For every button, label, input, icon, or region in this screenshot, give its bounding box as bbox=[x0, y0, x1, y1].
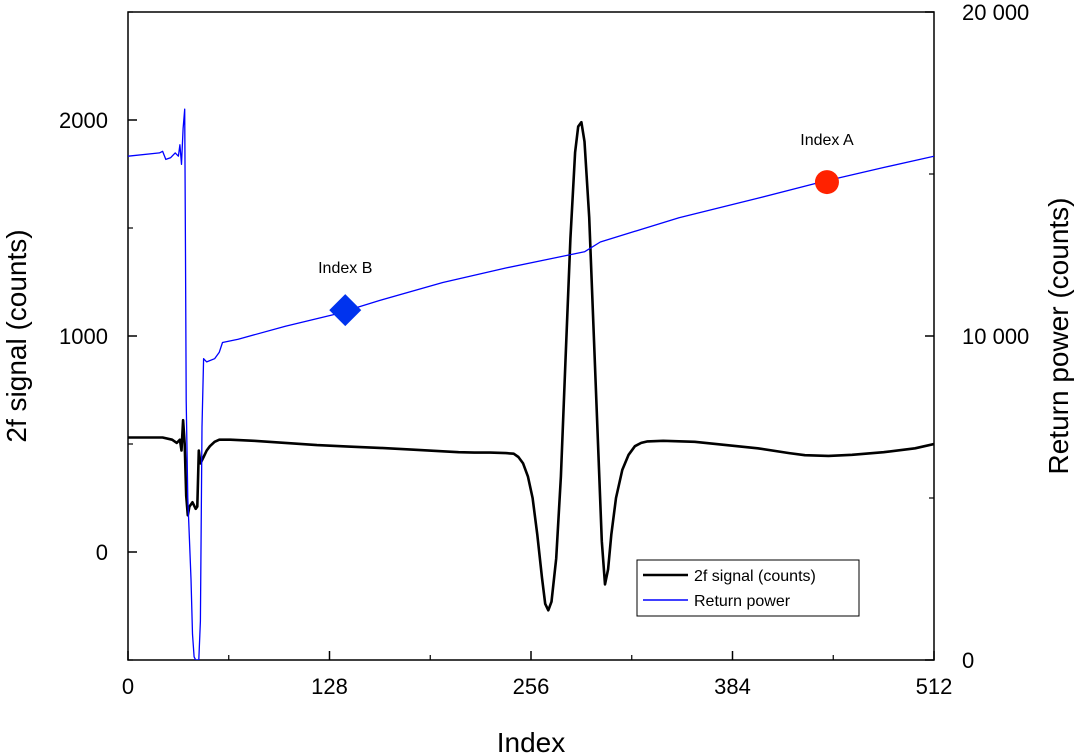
y-axis-right-title: Return power (counts) bbox=[1043, 197, 1074, 474]
y-right-tick-label: 10 000 bbox=[962, 324, 1029, 349]
marker-index-a bbox=[814, 170, 839, 195]
annotation-index-a: Index A bbox=[800, 132, 854, 149]
series-line-return-power bbox=[128, 108, 934, 660]
marker-index-b bbox=[329, 294, 362, 327]
x-tick-label: 512 bbox=[916, 674, 953, 699]
x-tick-label: 256 bbox=[513, 674, 550, 699]
y-left-tick-label: 2000 bbox=[59, 108, 108, 133]
legend-label-2f-signal: 2f signal (counts) bbox=[694, 568, 816, 585]
y-left-tick-label: 0 bbox=[96, 540, 108, 565]
legend-box bbox=[636, 559, 860, 617]
y-right-tick-label: 0 bbox=[962, 648, 974, 673]
legend: 2f signal (counts) Return power bbox=[636, 559, 860, 617]
x-tick-label: 384 bbox=[714, 674, 751, 699]
y-axis-left-title: 2f signal (counts) bbox=[1, 229, 32, 442]
y-left-tick-label: 1000 bbox=[59, 324, 108, 349]
legend-label-return-power: Return power bbox=[694, 593, 791, 610]
x-tick-label: 128 bbox=[311, 674, 348, 699]
y-right-tick-label: 20 000 bbox=[962, 0, 1029, 25]
series-line-2f-signal bbox=[128, 120, 934, 612]
annotation-index-b: Index B bbox=[318, 260, 372, 277]
x-axis-title: Index bbox=[497, 727, 566, 756]
x-tick-label: 0 bbox=[122, 674, 134, 699]
